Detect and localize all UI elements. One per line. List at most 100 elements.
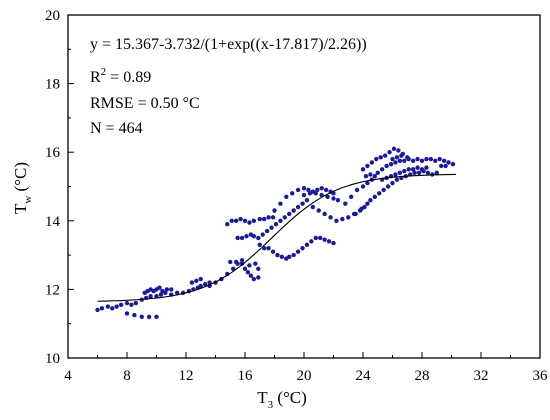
data-point [256,235,261,241]
data-point [387,150,392,155]
data-point [359,206,364,211]
data-point [424,165,429,170]
data-point [95,307,100,313]
x-tick-label: 16 [238,368,254,384]
data-point [242,266,248,272]
data-point [446,160,451,165]
x-axis-title-subscript: 3 [268,399,274,411]
data-point [105,304,111,309]
r2-main: R [90,69,101,86]
data-point [316,208,321,213]
data-point [393,160,398,165]
data-point [379,167,385,172]
data-point [99,306,105,311]
x-tick-label: 4 [64,368,72,384]
data-point [323,187,329,193]
data-point [372,194,377,199]
data-point [273,222,279,227]
data-point [169,287,174,292]
data-point [374,156,379,162]
data-point [406,156,411,162]
data-point [363,174,369,179]
data-point [410,167,416,172]
data-point [335,198,341,203]
x-axis-title: T3 (°C) [257,388,307,411]
data-point [244,234,249,239]
y-tick-label: 10 [45,351,60,367]
data-point [441,158,447,163]
data-point [326,239,332,244]
data-point [157,285,162,290]
data-point [328,215,333,220]
data-point [378,155,383,160]
y-axis-title-unit: (°C) [11,162,30,196]
data-point [437,156,442,162]
data-point [174,290,180,296]
data-point [233,218,239,223]
data-point [304,198,310,203]
data-point [315,187,320,193]
data-point [310,204,316,210]
data-point [419,158,425,163]
x-tick-label: 28 [415,368,430,384]
data-point [369,160,375,165]
data-point [257,216,262,222]
fit-curve [97,173,456,302]
data-point [397,158,403,163]
data-point [388,162,394,167]
x-axis: 4 8 12 16 20 24 28 32 36 [64,352,548,384]
x-tick-label: 36 [533,368,549,384]
data-point [235,235,240,241]
data-point [343,201,348,206]
data-point [139,314,144,320]
y-axis-title: Tw (°C) [11,162,34,214]
data-point [251,218,257,223]
r2-annotation: R2 = 0.89 [90,66,151,86]
data-point [251,276,257,282]
data-point [148,294,153,299]
data-point [396,148,401,153]
data-point [410,158,416,163]
x-tick-label: 24 [356,368,372,384]
data-point [325,194,330,199]
data-point [322,211,327,217]
data-point [295,249,301,254]
data-point [164,287,170,292]
equation-annotation: y = 15.367-3.732/(1+exp((x-17.817)/2.26)… [90,36,367,53]
data-point [368,198,373,203]
data-point [129,302,134,308]
data-point [154,314,159,320]
y-tick-label: 20 [45,8,60,24]
data-point [384,163,389,169]
data-point [233,259,239,265]
data-point [428,156,434,162]
data-point [278,201,283,206]
data-point [194,278,199,284]
data-point [118,302,124,308]
y-axis: 10 12 14 16 18 20 [45,8,74,367]
data-point [375,170,380,175]
data-point [434,170,439,175]
data-point [124,300,130,306]
data-point [365,180,370,186]
scatter-points [95,146,456,320]
data-point [269,225,274,230]
data-point [381,187,386,193]
data-point [282,215,288,220]
data-point [270,249,276,254]
data-point [251,234,257,239]
data-point [245,270,251,275]
data-point [313,191,318,196]
data-point [198,283,203,289]
data-point [287,254,292,260]
data-point [253,261,258,266]
data-point [397,170,403,175]
data-point [390,156,395,162]
x-tick-label: 8 [123,368,131,384]
data-point [390,180,395,186]
data-point [360,184,366,189]
data-point [322,237,327,242]
data-point [275,252,280,258]
data-point [202,282,208,287]
data-point [146,314,152,320]
